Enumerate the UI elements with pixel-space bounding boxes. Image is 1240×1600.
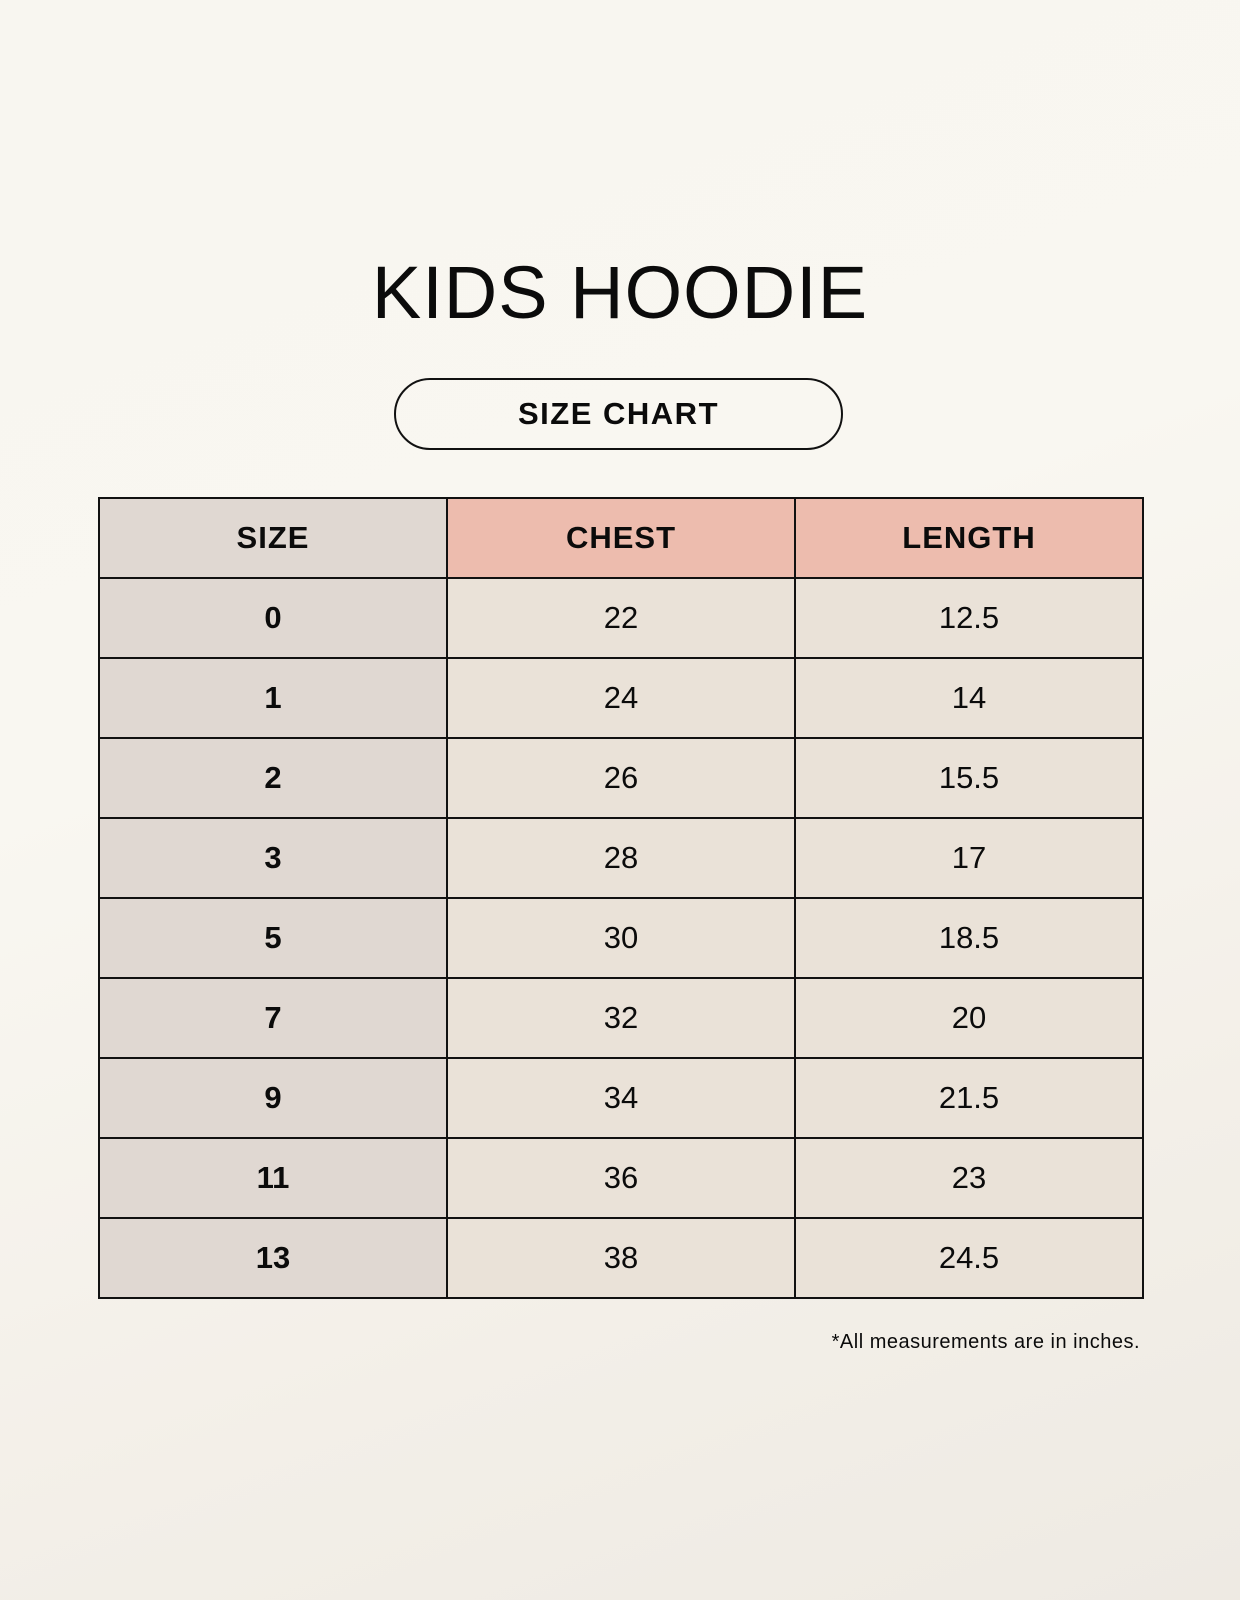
- table-row: 11 36 23: [98, 1137, 1144, 1219]
- size-chart-badge: SIZE CHART: [394, 378, 843, 450]
- cell-size: 13: [98, 1217, 448, 1299]
- cell-chest: 24: [446, 657, 796, 739]
- cell-length: 12.5: [794, 577, 1144, 659]
- table-row: 13 38 24.5: [98, 1217, 1144, 1299]
- cell-chest: 36: [446, 1137, 796, 1219]
- cell-chest: 28: [446, 817, 796, 899]
- cell-length: 23: [794, 1137, 1144, 1219]
- cell-size: 9: [98, 1057, 448, 1139]
- table-row: 2 26 15.5: [98, 737, 1144, 819]
- cell-length: 24.5: [794, 1217, 1144, 1299]
- cell-chest: 30: [446, 897, 796, 979]
- cell-size: 1: [98, 657, 448, 739]
- cell-size: 2: [98, 737, 448, 819]
- table-row: 5 30 18.5: [98, 897, 1144, 979]
- cell-size: 11: [98, 1137, 448, 1219]
- cell-length: 15.5: [794, 737, 1144, 819]
- cell-length: 17: [794, 817, 1144, 899]
- cell-size: 7: [98, 977, 448, 1059]
- cell-chest: 22: [446, 577, 796, 659]
- table-header-row: SIZE CHEST LENGTH: [98, 497, 1144, 579]
- size-chart-table: SIZE CHEST LENGTH 0 22 12.5 1 24 14 2 26 15.5 3 28…: [98, 497, 1144, 1299]
- table-row: 7 32 20: [98, 977, 1144, 1059]
- cell-length: 21.5: [794, 1057, 1144, 1139]
- table-row: 9 34 21.5: [98, 1057, 1144, 1139]
- cell-length: 20: [794, 977, 1144, 1059]
- table-row: 1 24 14: [98, 657, 1144, 739]
- table-row: 0 22 12.5: [98, 577, 1144, 659]
- page-title: KIDS HOODIE: [371, 251, 869, 334]
- footnote: *All measurements are in inches.: [831, 1331, 1140, 1353]
- cell-length: 14: [794, 657, 1144, 739]
- cell-size: 3: [98, 817, 448, 899]
- cell-length: 18.5: [794, 897, 1144, 979]
- header-size: SIZE: [98, 497, 448, 579]
- cell-chest: 34: [446, 1057, 796, 1139]
- cell-chest: 32: [446, 977, 796, 1059]
- header-length: LENGTH: [794, 497, 1144, 579]
- cell-chest: 26: [446, 737, 796, 819]
- cell-size: 0: [98, 577, 448, 659]
- cell-chest: 38: [446, 1217, 796, 1299]
- cell-size: 5: [98, 897, 448, 979]
- header-chest: CHEST: [446, 497, 796, 579]
- table-row: 3 28 17: [98, 817, 1144, 899]
